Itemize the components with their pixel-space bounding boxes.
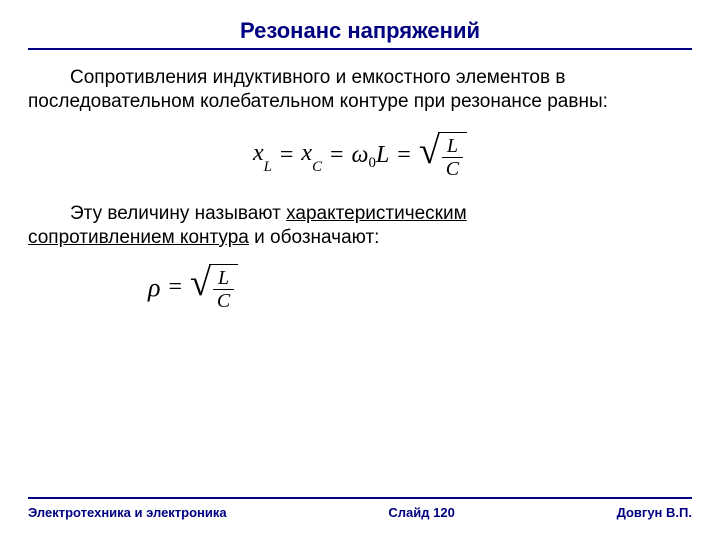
eq1-equals-1: = — [280, 142, 294, 169]
footer-left: Электротехника и электроника — [28, 505, 227, 520]
eq1-fraction: L C — [442, 135, 463, 181]
eq1-omega-l: ω0L — [352, 142, 390, 169]
eq1-l: L — [376, 142, 389, 168]
para2-underline-2: сопротивлением контура — [28, 227, 249, 248]
slide: Резонанс напряжений Сопротивления индукт… — [0, 0, 720, 540]
eq1-equals-3: = — [397, 142, 411, 169]
radical-icon: √ — [190, 266, 211, 315]
slide-title: Резонанс напряжений — [28, 18, 692, 48]
para2-underline-1: характеристическим — [286, 203, 467, 224]
eq1-xl-sub: L — [264, 159, 272, 175]
divider-bottom — [28, 497, 692, 499]
eq1-frac-den: C — [442, 158, 463, 180]
eq1-xc-sub: C — [312, 159, 322, 175]
eq2-frac-num: L — [214, 267, 233, 289]
eq2-equals: = — [168, 274, 182, 301]
footer-center: Слайд 120 — [388, 505, 454, 520]
eq2-radicand: L C — [209, 264, 238, 313]
eq1-zero: 0 — [369, 155, 376, 171]
equation-1: xL = xC = ω0L = √ L C — [253, 132, 467, 181]
eq1-xl: xL — [253, 140, 272, 171]
eq1-equals-2: = — [330, 142, 344, 169]
footer-row: Электротехника и электроника Слайд 120 Д… — [28, 505, 692, 520]
eq1-sqrt: √ L C — [419, 132, 467, 181]
paragraph-1: Сопротивления индуктивного и емкостного … — [28, 66, 692, 114]
eq1-radicand: L C — [438, 132, 467, 181]
eq1-xl-var: x — [253, 140, 264, 166]
divider-top — [28, 48, 692, 50]
para2-text-a: Эту величину называют — [70, 203, 286, 224]
eq1-xc: xC — [301, 140, 322, 171]
eq1-xc-var: x — [301, 140, 312, 166]
eq2-frac-den: C — [213, 290, 234, 312]
radical-icon: √ — [419, 134, 440, 183]
paragraph-2: Эту величину называют характеристическим… — [28, 202, 692, 250]
footer-right: Довгун В.П. — [617, 505, 692, 520]
eq1-frac-num: L — [443, 135, 462, 157]
equation-2-container: ρ = √ L C — [28, 264, 692, 313]
equation-2: ρ = √ L C — [148, 264, 238, 313]
eq2-sqrt: √ L C — [190, 264, 238, 313]
eq2-fraction: L C — [213, 267, 234, 313]
equation-1-container: xL = xC = ω0L = √ L C — [28, 132, 692, 181]
eq1-omega: ω — [352, 142, 369, 168]
para2-text-c: и обозначают: — [249, 227, 380, 248]
footer: Электротехника и электроника Слайд 120 Д… — [28, 497, 692, 520]
eq2-rho: ρ — [148, 273, 160, 303]
